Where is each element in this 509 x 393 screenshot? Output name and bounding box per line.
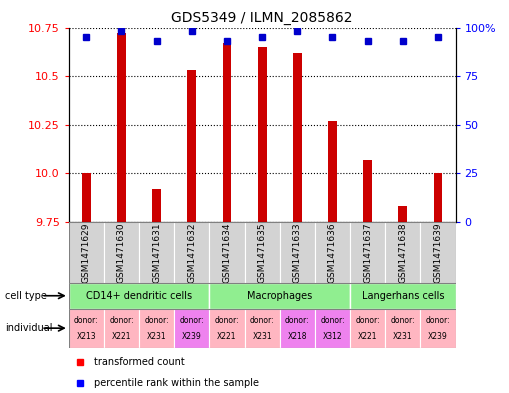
- FancyBboxPatch shape: [104, 222, 139, 283]
- Text: X221: X221: [217, 332, 237, 341]
- Text: X312: X312: [323, 332, 342, 341]
- FancyBboxPatch shape: [139, 309, 174, 348]
- Text: donor:: donor:: [145, 316, 169, 325]
- Bar: [152, 189, 161, 222]
- Text: percentile rank within the sample: percentile rank within the sample: [94, 378, 259, 389]
- Bar: [293, 53, 302, 222]
- Text: GSM1471635: GSM1471635: [258, 222, 267, 283]
- Text: donor:: donor:: [426, 316, 450, 325]
- Text: X221: X221: [111, 332, 131, 341]
- Text: X239: X239: [182, 332, 202, 341]
- FancyBboxPatch shape: [385, 222, 420, 283]
- Bar: [399, 206, 407, 222]
- FancyBboxPatch shape: [350, 309, 385, 348]
- Bar: [328, 121, 337, 222]
- Text: donor:: donor:: [109, 316, 134, 325]
- Bar: [222, 43, 232, 222]
- Text: GSM1471638: GSM1471638: [399, 222, 407, 283]
- Text: X239: X239: [428, 332, 448, 341]
- FancyBboxPatch shape: [350, 283, 456, 309]
- FancyBboxPatch shape: [209, 309, 244, 348]
- Text: X231: X231: [147, 332, 166, 341]
- FancyBboxPatch shape: [69, 283, 209, 309]
- FancyBboxPatch shape: [174, 222, 209, 283]
- Text: X231: X231: [393, 332, 413, 341]
- FancyBboxPatch shape: [139, 222, 174, 283]
- Text: GSM1471633: GSM1471633: [293, 222, 302, 283]
- Text: donor:: donor:: [285, 316, 309, 325]
- FancyBboxPatch shape: [280, 222, 315, 283]
- Text: donor:: donor:: [74, 316, 99, 325]
- Text: cell type: cell type: [5, 291, 47, 301]
- FancyBboxPatch shape: [280, 309, 315, 348]
- FancyBboxPatch shape: [209, 283, 350, 309]
- FancyBboxPatch shape: [385, 309, 420, 348]
- Text: GSM1471631: GSM1471631: [152, 222, 161, 283]
- Text: X221: X221: [358, 332, 377, 341]
- Text: individual: individual: [5, 323, 52, 333]
- FancyBboxPatch shape: [69, 222, 104, 283]
- Text: GSM1471637: GSM1471637: [363, 222, 372, 283]
- FancyBboxPatch shape: [244, 222, 280, 283]
- Text: GSM1471636: GSM1471636: [328, 222, 337, 283]
- Text: donor:: donor:: [180, 316, 204, 325]
- Text: donor:: donor:: [355, 316, 380, 325]
- Text: X231: X231: [252, 332, 272, 341]
- Text: Langerhans cells: Langerhans cells: [361, 291, 444, 301]
- Text: donor:: donor:: [215, 316, 239, 325]
- Text: GSM1471634: GSM1471634: [222, 222, 232, 283]
- FancyBboxPatch shape: [420, 309, 456, 348]
- FancyBboxPatch shape: [69, 309, 104, 348]
- FancyBboxPatch shape: [174, 309, 209, 348]
- FancyBboxPatch shape: [350, 222, 385, 283]
- Text: transformed count: transformed count: [94, 357, 185, 367]
- Text: X218: X218: [288, 332, 307, 341]
- FancyBboxPatch shape: [104, 309, 139, 348]
- Text: GSM1471630: GSM1471630: [117, 222, 126, 283]
- Text: Macrophages: Macrophages: [247, 291, 313, 301]
- FancyBboxPatch shape: [244, 309, 280, 348]
- Text: donor:: donor:: [320, 316, 345, 325]
- FancyBboxPatch shape: [420, 222, 456, 283]
- Text: donor:: donor:: [390, 316, 415, 325]
- Text: X213: X213: [76, 332, 96, 341]
- Bar: [363, 160, 372, 222]
- Bar: [117, 33, 126, 222]
- Text: donor:: donor:: [250, 316, 274, 325]
- Text: GSM1471639: GSM1471639: [434, 222, 442, 283]
- FancyBboxPatch shape: [315, 222, 350, 283]
- Text: CD14+ dendritic cells: CD14+ dendritic cells: [86, 291, 192, 301]
- Bar: [434, 173, 442, 222]
- Title: GDS5349 / ILMN_2085862: GDS5349 / ILMN_2085862: [172, 11, 353, 25]
- FancyBboxPatch shape: [315, 309, 350, 348]
- Bar: [258, 47, 267, 222]
- Text: GSM1471632: GSM1471632: [187, 222, 196, 283]
- Bar: [187, 70, 196, 222]
- Text: GSM1471629: GSM1471629: [82, 222, 91, 283]
- Bar: [82, 173, 91, 222]
- FancyBboxPatch shape: [209, 222, 244, 283]
